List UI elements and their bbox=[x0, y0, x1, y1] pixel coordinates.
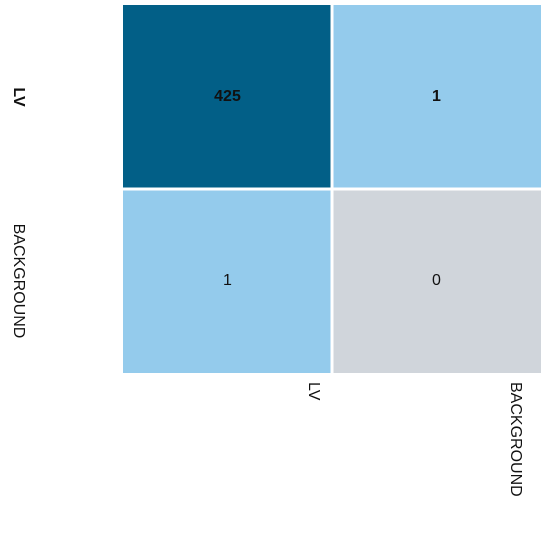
column-label: LV bbox=[305, 382, 322, 401]
row-label: BACKGROUND bbox=[10, 224, 27, 339]
cell-value: 1 bbox=[432, 88, 441, 105]
cell-value: 1 bbox=[223, 272, 232, 289]
heatmap-cell bbox=[333, 190, 541, 373]
column-label: BACKGROUND bbox=[507, 382, 524, 497]
cell-value: 0 bbox=[432, 272, 441, 289]
heatmap-cell bbox=[123, 5, 331, 188]
row-label: LV bbox=[10, 87, 27, 107]
cell-value: 425 bbox=[214, 88, 241, 105]
heatmap-cell bbox=[333, 5, 541, 188]
heatmap-cell bbox=[123, 190, 331, 373]
